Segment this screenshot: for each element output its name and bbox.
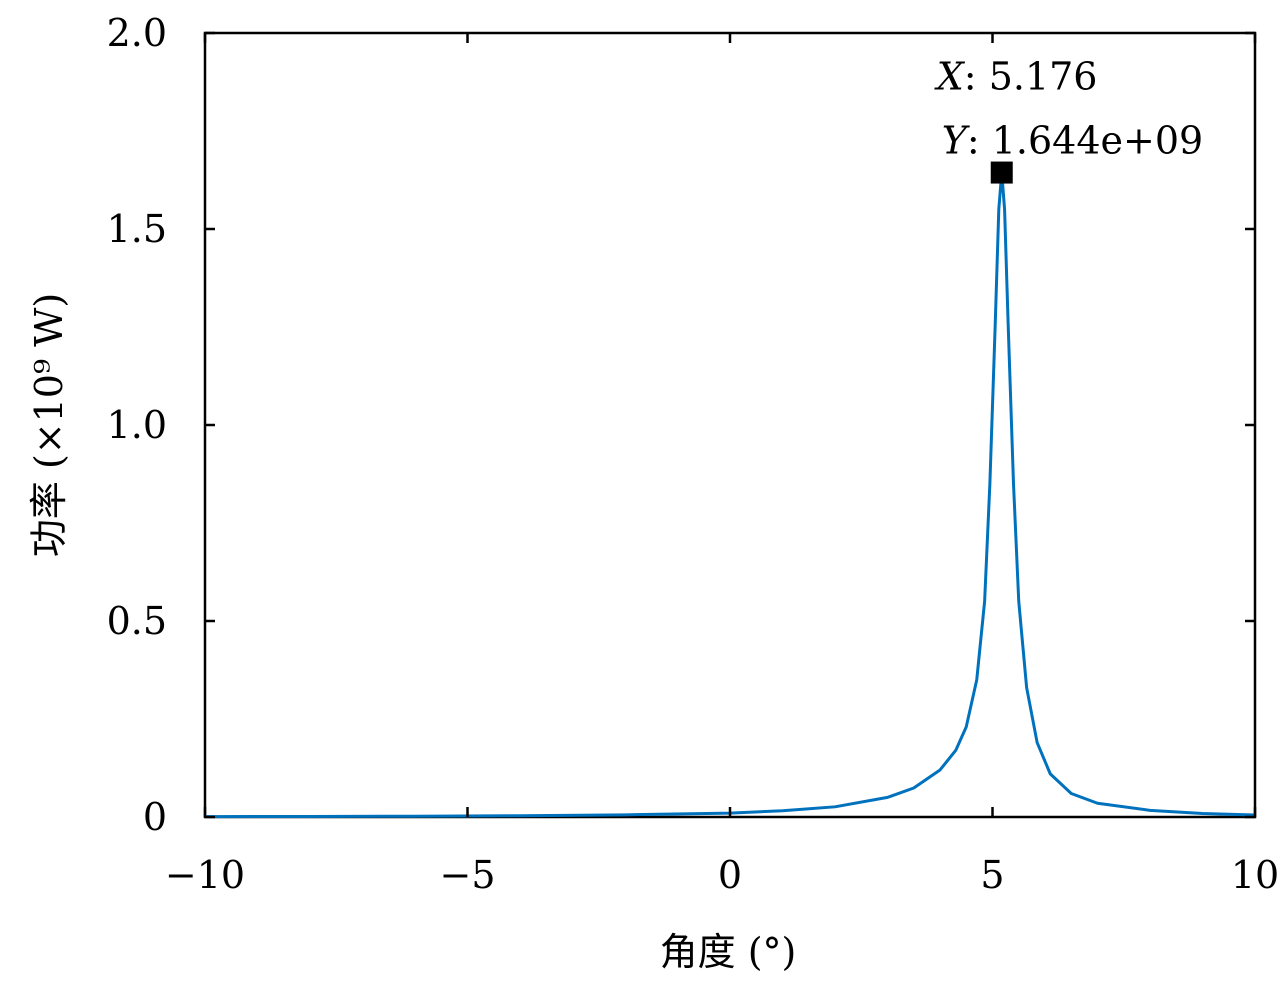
datatip[interactable]: X: 5.176 Y: 1.644e+09	[934, 55, 1203, 184]
series-layer	[204, 171, 1256, 819]
datatip-y-value: 1.644e+09	[992, 119, 1203, 163]
datatip-y-text: Y: 1.644e+09	[942, 119, 1203, 163]
x-axis-label: 角度 (°)	[660, 930, 797, 974]
ticks-layer	[203, 31, 1257, 819]
datatip-x-value: 5.176	[989, 55, 1098, 99]
y-axis-label: 功率 (×10⁹ W)	[27, 293, 71, 557]
y-tick-label-0: 0	[143, 795, 167, 839]
datatip-y-key: Y	[942, 119, 971, 163]
datatip-x-key: X	[934, 55, 966, 99]
y-tick-label-3: 1.5	[107, 207, 167, 251]
x-tick-label-3: 5	[980, 853, 1004, 897]
datatip-x-sep: :	[964, 55, 989, 99]
x-tick-label-0: −10	[165, 853, 245, 897]
datatip-marker[interactable]	[990, 161, 1013, 184]
x-tick-label-1: −5	[439, 853, 495, 897]
datatip-x-text: X: 5.176	[934, 55, 1098, 99]
datatip-y-sep: :	[967, 119, 992, 163]
x-tick-label-4: 10	[1231, 853, 1279, 897]
y-tick-label-2: 1.0	[107, 403, 167, 447]
y-tick-label-1: 0.5	[107, 599, 167, 643]
x-tick-label-2: 0	[718, 853, 742, 897]
series-line-0	[204, 171, 1256, 819]
y-tick-label-4: 2.0	[107, 11, 167, 55]
tick-labels-layer: −10 −5 0 5 10 0 0.5 1.0 1.5 2.0	[107, 11, 1280, 897]
